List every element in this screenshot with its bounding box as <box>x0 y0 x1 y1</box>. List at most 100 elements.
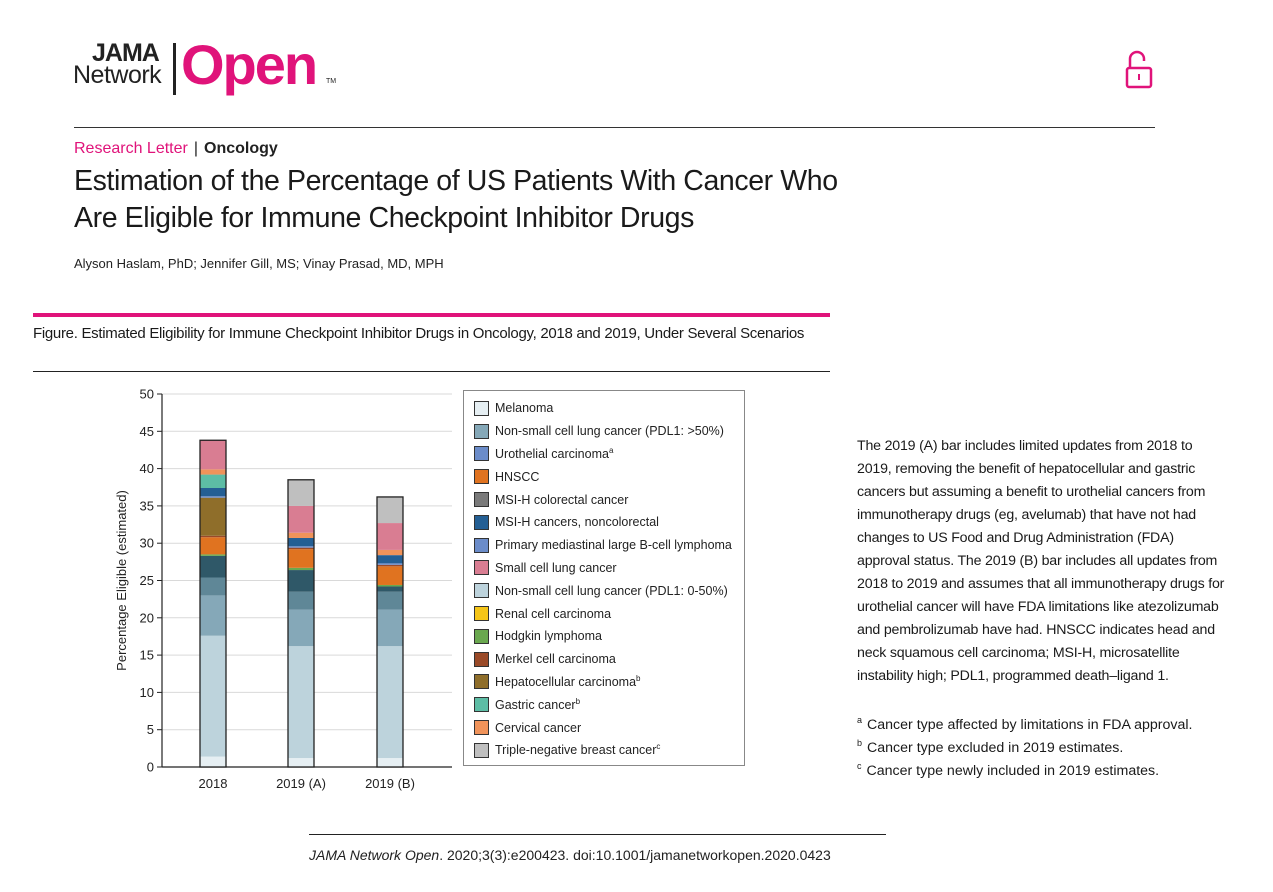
legend-swatch <box>474 651 489 667</box>
x-tick-label: 2018 <box>199 776 228 791</box>
y-axis-label: Percentage Eligible (estimated) <box>114 490 129 671</box>
footnote-mark: b <box>857 738 863 749</box>
bar-segment <box>200 635 226 757</box>
footnotes: a Cancer type affected by limitations in … <box>857 714 1227 783</box>
legend-item: Urothelial carcinomaa <box>474 443 744 466</box>
article-title: Estimation of the Percentage of US Patie… <box>74 165 838 234</box>
logo-open-text: Open <box>181 33 318 96</box>
bar-segment <box>288 532 314 538</box>
bar-segment <box>200 474 226 488</box>
bar-segment <box>200 497 226 536</box>
legend-item: Renal cell carcinoma <box>474 602 744 625</box>
footnote: b Cancer type excluded in 2019 estimates. <box>857 737 1227 760</box>
figure-caption-rule <box>33 371 830 372</box>
logo-divider <box>173 43 176 95</box>
legend-swatch <box>474 742 489 758</box>
stacked-bar-chart: 0 5 10 15 20 25 30 35 40 45 50 Percentage Eligible … <box>114 387 452 791</box>
legend-item: Melanoma <box>474 397 744 420</box>
article-type-line: Research Letter | Oncology <box>74 139 278 159</box>
y-tick-label: 45 <box>140 424 154 439</box>
y-tick-label: 0 <box>147 760 154 775</box>
legend-item: HNSCC <box>474 465 744 488</box>
bar-segment <box>377 555 403 564</box>
bar-segment <box>200 496 226 498</box>
bar-segment <box>200 440 226 470</box>
bar-segment <box>377 523 403 550</box>
legend-swatch <box>474 720 489 736</box>
legend-swatch <box>474 560 489 576</box>
footnote-text: Cancer type affected by limitations in F… <box>867 717 1193 733</box>
legend-label: Non-small cell lung cancer (PDL1: >50%) <box>495 424 724 439</box>
y-tick-label: 20 <box>140 610 154 625</box>
legend-item: Hodgkin lymphoma <box>474 625 744 648</box>
y-tick-label: 40 <box>140 461 154 476</box>
article-type[interactable]: Research Letter <box>74 140 188 157</box>
chart-legend: Melanoma Non-small cell lung cancer (PDL1… <box>463 390 745 766</box>
legend-swatch <box>474 446 489 462</box>
legend-footnote-mark: b <box>575 696 581 706</box>
bar-segment <box>377 496 403 524</box>
legend-label: HNSCC <box>495 469 540 484</box>
bar-segment <box>288 646 314 759</box>
legend-swatch <box>474 537 489 553</box>
x-tick-label: 2019 (A) <box>276 776 326 791</box>
legend-item: Small cell lung cancer <box>474 557 744 580</box>
figure-top-rule <box>33 313 830 317</box>
legend-label: Small cell lung cancer <box>495 560 617 575</box>
legend-swatch <box>474 583 489 599</box>
y-tick-label: 10 <box>140 685 154 700</box>
bar-segment <box>377 549 403 556</box>
footnote-text: Cancer type newly included in 2019 estim… <box>866 763 1160 779</box>
bar-segment <box>377 646 403 759</box>
y-tick-label: 25 <box>140 573 154 588</box>
bar-segment <box>288 567 314 571</box>
separator: | <box>193 140 198 157</box>
bar-segment <box>200 554 226 556</box>
legend-swatch <box>474 628 489 644</box>
legend-swatch <box>474 400 489 416</box>
open-lock-icon[interactable] <box>1124 48 1154 90</box>
y-tick-label: 50 <box>140 387 154 402</box>
bar-segment <box>200 756 226 767</box>
legend-item: Hepatocellular carcinomab <box>474 671 744 694</box>
bar-segment <box>288 591 314 610</box>
bar-segment <box>200 487 226 497</box>
citation-details: . 2020;3(3):e200423. doi:10.1001/jamanet… <box>439 847 831 863</box>
legend-item: Cervical cancer <box>474 716 744 739</box>
legend-label: Renal cell carcinoma <box>495 606 612 621</box>
legend-item: Primary mediastinal large B-cell lymphom… <box>474 534 744 557</box>
legend-label: Hepatocellular carcinomab <box>495 673 641 689</box>
journal-name: JAMA Network Open <box>309 847 440 863</box>
bar-segment <box>200 577 226 596</box>
bar-segment <box>377 564 403 567</box>
legend-label: Triple-negative breast cancerc <box>495 742 661 758</box>
citation: JAMA Network Open. 2020;3(3):e200423. do… <box>309 847 831 863</box>
legend-swatch <box>474 469 489 485</box>
legend-swatch <box>474 492 489 508</box>
legend-item: Non-small cell lung cancer (PDL1: >50%) <box>474 420 744 443</box>
legend-label: Melanoma <box>495 401 554 416</box>
article-topic[interactable]: Oncology <box>204 140 278 157</box>
legend-item: Non-small cell lung cancer (PDL1: 0-50%) <box>474 579 744 602</box>
legend-label: MSI-H cancers, noncolorectal <box>495 515 659 530</box>
footnote: c Cancer type newly included in 2019 esti… <box>857 760 1227 783</box>
bar-segment <box>377 758 403 767</box>
bar-segment <box>200 595 226 636</box>
bar-segment <box>288 547 314 550</box>
logo-network-text: Network <box>73 61 162 89</box>
legend-swatch <box>474 423 489 439</box>
legend-label: Primary mediastinal large B-cell lymphom… <box>495 538 732 553</box>
bar-segment <box>288 546 314 548</box>
bar-segment <box>377 566 403 585</box>
bar-segment <box>377 586 403 592</box>
bar-segment <box>200 555 226 578</box>
bar-outline <box>287 479 315 768</box>
legend-label: Hodgkin lymphoma <box>495 629 602 644</box>
legend-label: Cervical cancer <box>495 720 582 735</box>
legend-label: MSI-H colorectal cancer <box>495 492 629 507</box>
y-tick-label: 15 <box>140 648 154 663</box>
bar-segment <box>377 563 403 565</box>
legend-item: MSI-H colorectal cancer <box>474 488 744 511</box>
figure-caption: Figure. Estimated Eligibility for Immune… <box>33 325 805 342</box>
bar-segment <box>200 469 226 475</box>
